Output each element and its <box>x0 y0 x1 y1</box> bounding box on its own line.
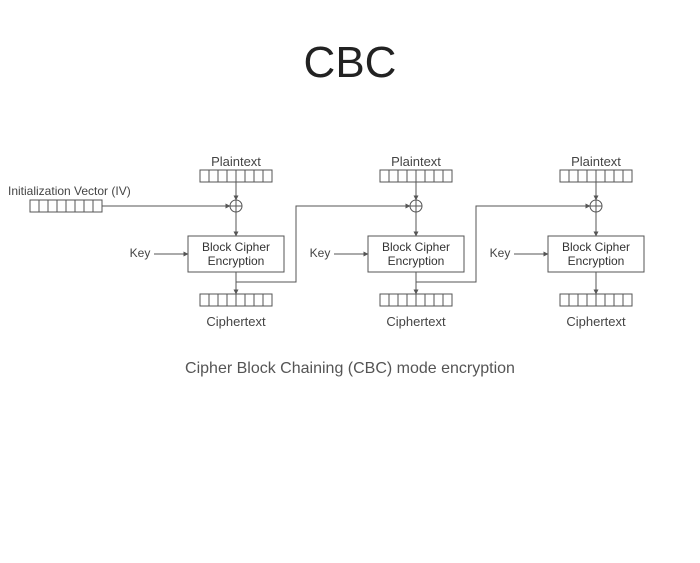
key-label: Key <box>420 246 580 260</box>
plaintext-label: Plaintext <box>336 154 496 169</box>
plaintext-label: Plaintext <box>156 154 316 169</box>
plaintext-label: Plaintext <box>516 154 676 169</box>
ciphertext-label: Ciphertext <box>156 314 316 329</box>
ciphertext-label: Ciphertext <box>336 314 496 329</box>
diagram-caption: Cipher Block Chaining (CBC) mode encrypt… <box>0 360 700 378</box>
key-label: Key <box>60 246 220 260</box>
key-label: Key <box>240 246 400 260</box>
ciphertext-label: Ciphertext <box>516 314 676 329</box>
page-title: CBC <box>0 38 700 88</box>
iv-label: Initialization Vector (IV) <box>8 184 131 198</box>
cbc-diagram: Initialization Vector (IV)PlaintextBlock… <box>0 148 700 468</box>
